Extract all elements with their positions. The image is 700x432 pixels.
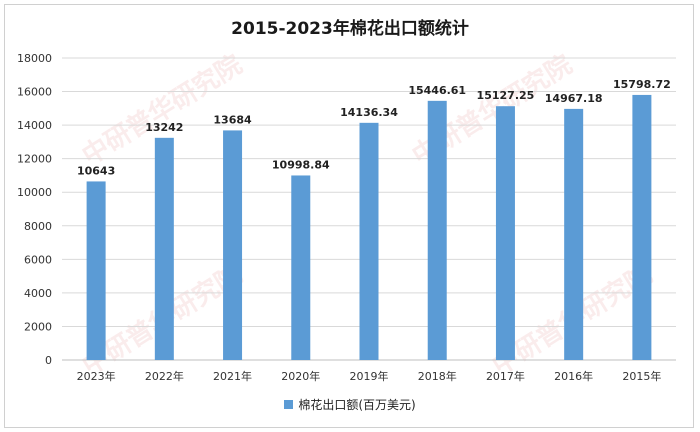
bar-2020年 (291, 175, 311, 360)
data-label: 10643 (77, 164, 115, 177)
data-label: 15798.72 (613, 78, 671, 91)
y-tick-label: 4000 (24, 287, 52, 300)
bar-2017年 (495, 106, 515, 360)
x-tick-label: 2023年 (77, 369, 116, 383)
bar-2022年 (154, 137, 174, 360)
y-tick-label: 14000 (17, 119, 52, 132)
data-label: 13684 (213, 113, 252, 126)
y-tick-label: 18000 (17, 52, 52, 65)
chart-title: 2015-2023年棉花出口额统计 (231, 19, 469, 39)
bar-2016年 (564, 108, 584, 361)
data-label: 15127.25 (477, 89, 535, 102)
bar-2023年 (86, 181, 106, 360)
bar-2015年 (632, 94, 652, 360)
y-tick-label: 10000 (17, 186, 52, 199)
y-tick-label: 0 (45, 354, 52, 367)
bar-2018年 (427, 100, 447, 360)
data-label: 13242 (145, 121, 183, 134)
legend-label: 棉花出口额(百万美元) (298, 398, 416, 412)
data-label: 10998.84 (272, 158, 330, 171)
data-label: 15446.61 (408, 84, 466, 97)
data-label: 14967.18 (545, 92, 603, 105)
y-tick-label: 2000 (24, 320, 52, 333)
x-tick-label: 2021年 (213, 369, 252, 383)
x-tick-label: 2022年 (145, 369, 184, 383)
x-tick-label: 2018年 (418, 369, 457, 383)
y-tick-label: 16000 (17, 86, 52, 99)
y-tick-label: 12000 (17, 153, 52, 166)
y-tick-label: 6000 (24, 253, 52, 266)
y-tick-label: 8000 (24, 220, 52, 233)
legend: 棉花出口额(百万美元) (0, 396, 700, 413)
bar-2021年 (223, 130, 243, 360)
x-tick-label: 2016年 (554, 369, 593, 383)
data-label: 14136.34 (340, 106, 398, 119)
x-tick-label: 2019年 (350, 369, 389, 383)
x-tick-label: 2017年 (486, 369, 525, 383)
legend-swatch (284, 400, 294, 409)
x-tick-label: 2020年 (281, 369, 320, 383)
x-tick-label: 2015年 (622, 369, 661, 383)
bar-2019年 (359, 122, 379, 360)
